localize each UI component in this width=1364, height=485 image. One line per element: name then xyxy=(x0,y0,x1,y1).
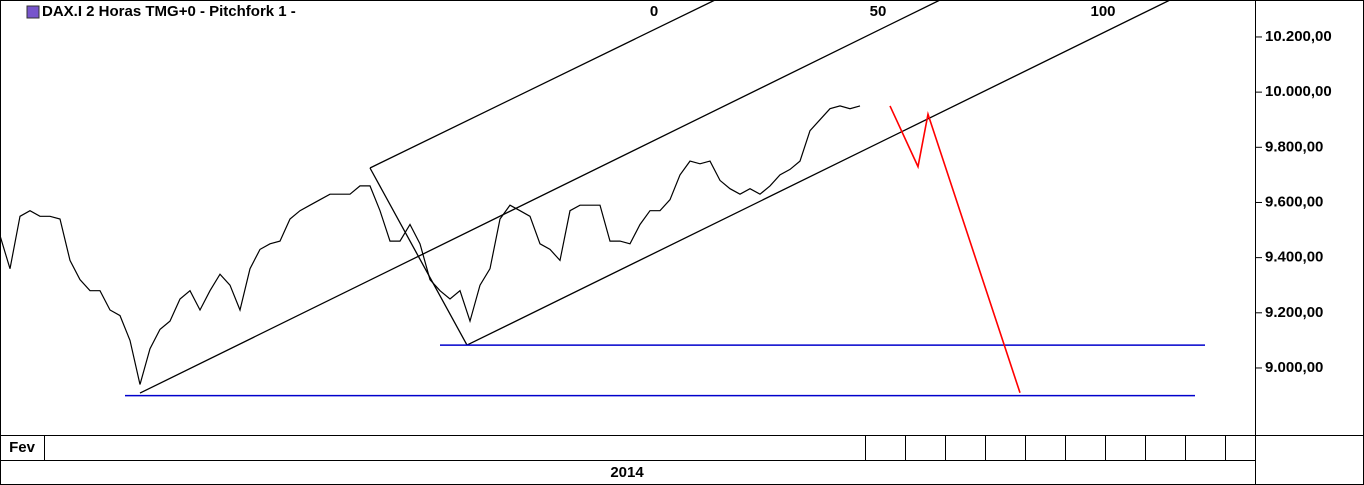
fan-label: 50 xyxy=(870,3,887,20)
projection-line xyxy=(889,105,1021,394)
y-tick-label: 9.800,00 xyxy=(1265,138,1323,155)
fan-label: 100 xyxy=(1090,3,1115,20)
y-tick-label: 9.400,00 xyxy=(1265,249,1323,266)
y-tick-label: 9.600,00 xyxy=(1265,193,1323,210)
y-tick-label: 9.000,00 xyxy=(1265,359,1323,376)
y-tick-label: 9.200,00 xyxy=(1265,304,1323,321)
pitchfork-line xyxy=(466,0,1171,346)
y-tick-label: 10.000,00 xyxy=(1265,83,1332,100)
fan-label: 0 xyxy=(650,3,658,20)
symbol-icon xyxy=(26,5,40,19)
price-line xyxy=(0,105,861,385)
chart-title: DAX.I 2 Horas TMG+0 - Pitchfork 1 - xyxy=(42,3,296,20)
pitchfork-line xyxy=(369,0,716,169)
pitchfork-line xyxy=(139,0,941,394)
pitchfork-line xyxy=(369,167,468,346)
x-year-label: 2014 xyxy=(610,464,644,481)
x-period-label: Fev xyxy=(9,439,36,456)
time-cells xyxy=(865,435,1226,460)
y-tick-label: 10.200,00 xyxy=(1265,28,1332,45)
